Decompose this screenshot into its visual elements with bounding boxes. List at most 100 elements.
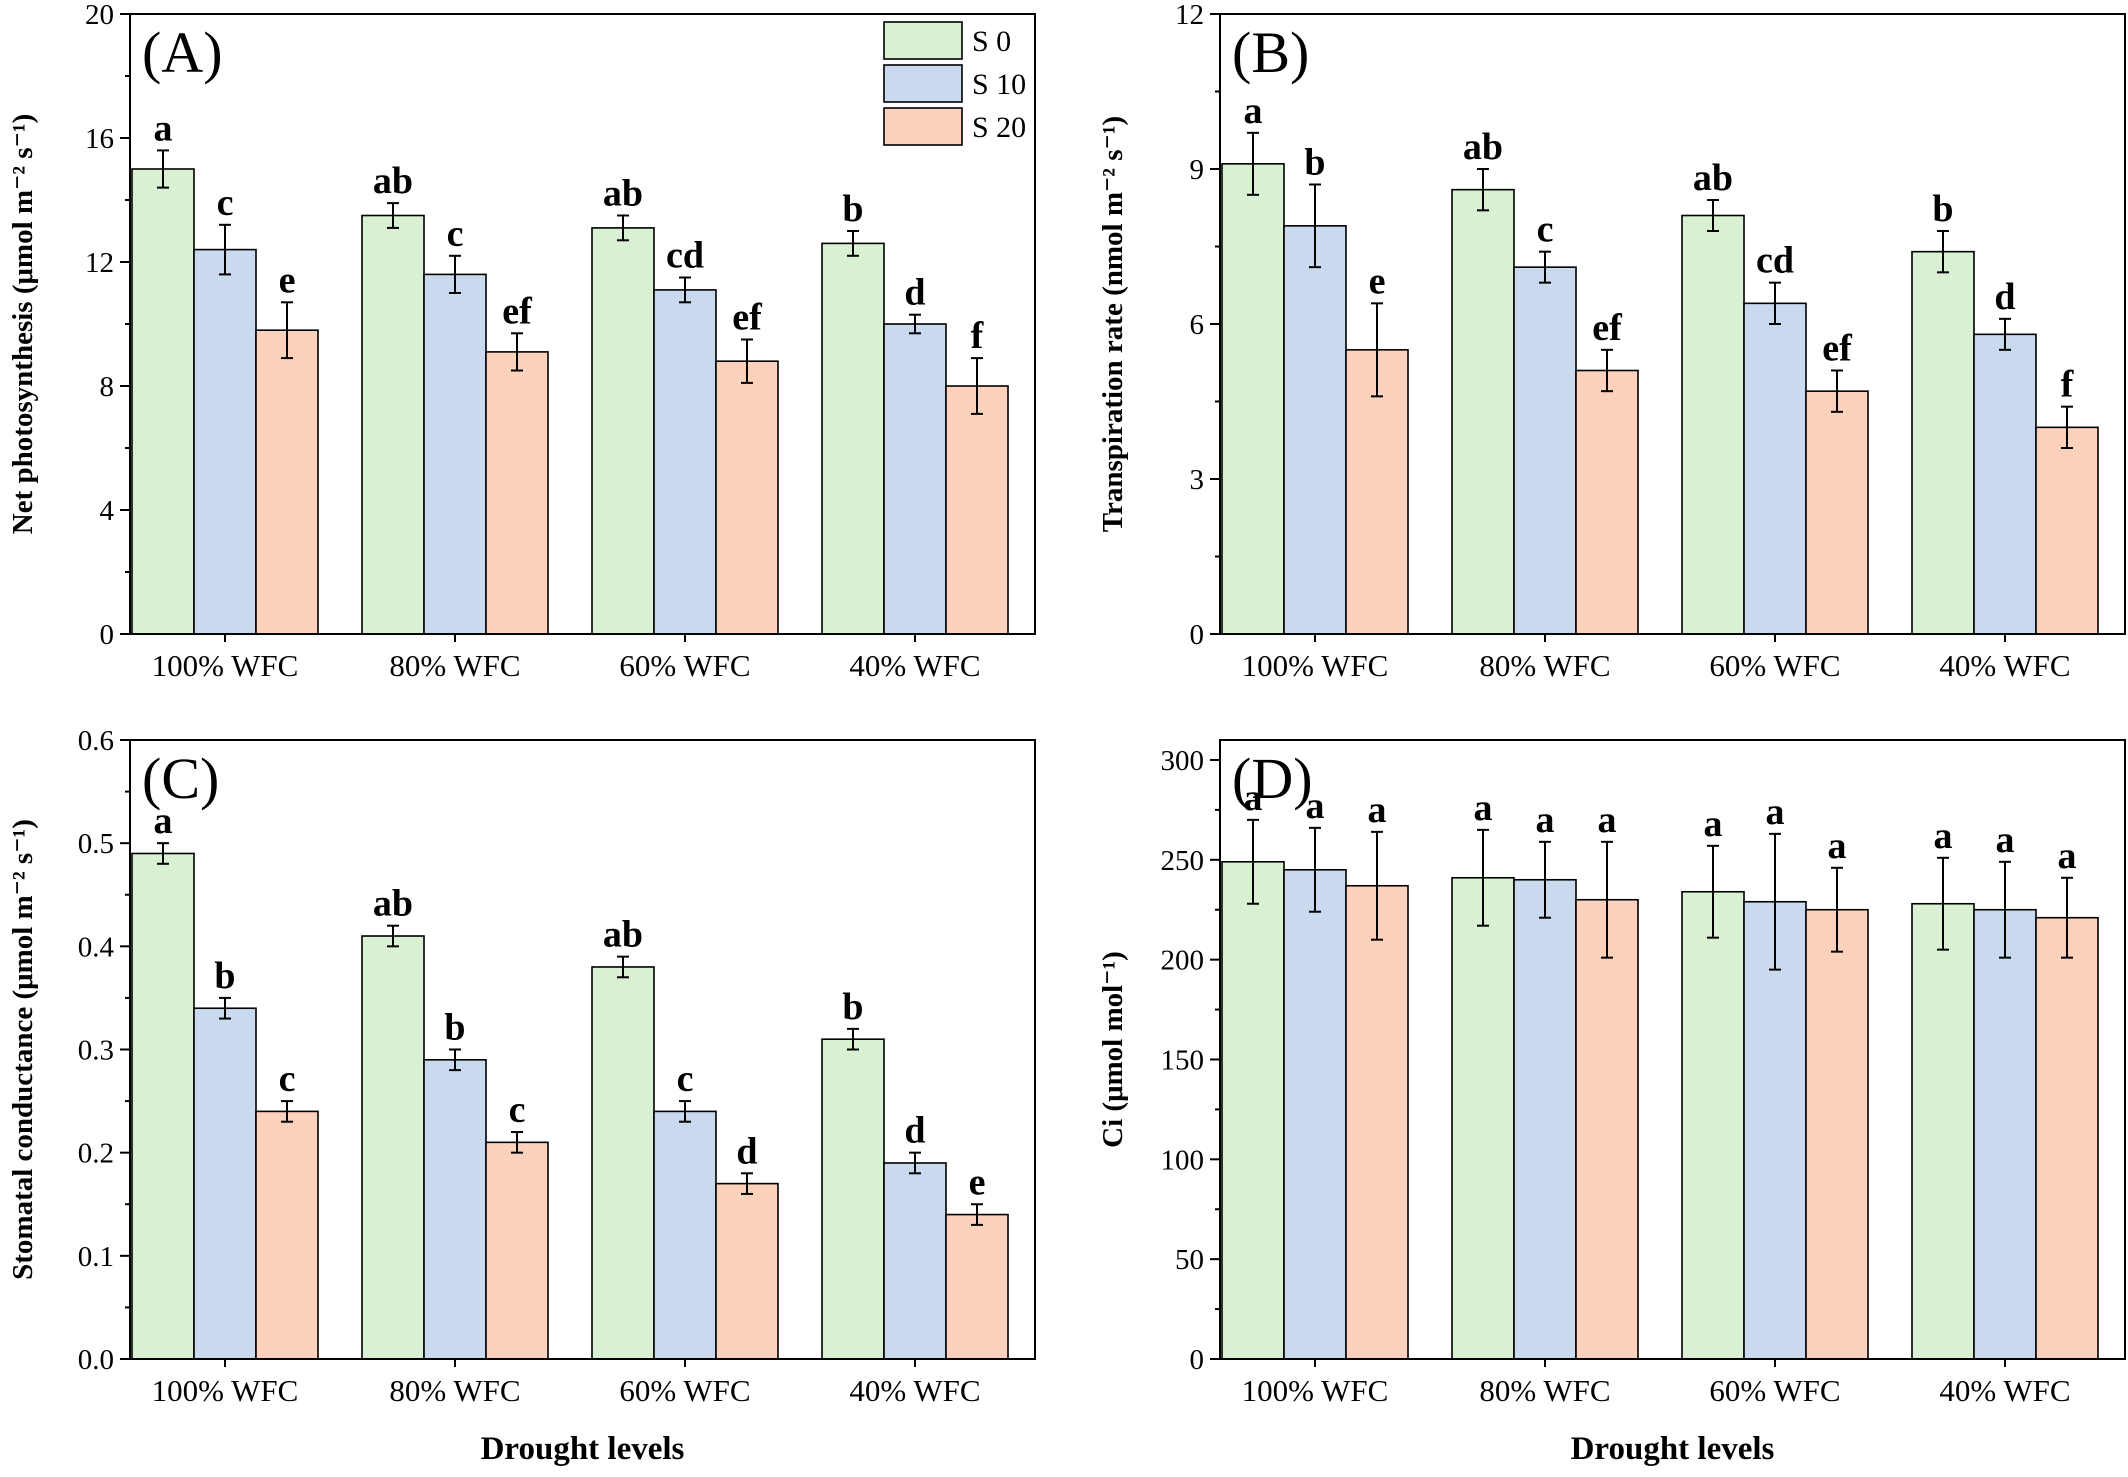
y-tick-label: 300 — [1161, 745, 1205, 777]
y-axis-label: Net photosynthesis (μmol m⁻² s⁻¹) — [7, 114, 39, 535]
bar — [485, 1141, 549, 1360]
bar — [653, 289, 717, 635]
significance-label: c — [279, 1058, 296, 1100]
significance-label: ab — [373, 883, 413, 925]
significance-label: a — [154, 800, 173, 842]
y-tick-label: 3 — [1190, 464, 1205, 496]
significance-label: a — [1244, 90, 1263, 132]
y-tick-label: 8 — [100, 371, 115, 403]
significance-label: c — [1537, 209, 1554, 251]
x-axis-label: Drought levels — [481, 1431, 685, 1467]
y-tick-label: 16 — [85, 123, 114, 155]
bar — [1805, 908, 1869, 1360]
significance-label: e — [1369, 260, 1386, 302]
significance-label: f — [971, 315, 985, 357]
x-tick-label: 60% WFC — [1709, 1373, 1840, 1408]
legend-swatch — [883, 64, 963, 103]
bar — [945, 1213, 1009, 1360]
bar — [715, 1182, 779, 1360]
significance-label: ab — [603, 914, 643, 956]
significance-label: ab — [1463, 126, 1503, 168]
significance-label: a — [1766, 791, 1785, 833]
bar — [1283, 225, 1347, 635]
x-axis-label: Drought levels — [1571, 1431, 1775, 1467]
significance-label: d — [904, 272, 925, 314]
significance-label: f — [2061, 364, 2075, 406]
significance-label: b — [1304, 142, 1325, 184]
y-tick-label: 0 — [1190, 1344, 1205, 1376]
significance-label: ef — [1822, 328, 1853, 370]
significance-label: b — [214, 955, 235, 997]
bar — [1743, 900, 1807, 1360]
bar — [1681, 214, 1745, 635]
significance-label: e — [969, 1161, 986, 1203]
plot-frame — [1219, 739, 2126, 1360]
significance-label: e — [279, 259, 296, 301]
significance-label: d — [736, 1130, 757, 1172]
bar — [193, 248, 257, 635]
y-tick-label: 0.5 — [78, 828, 114, 860]
y-tick-label: 200 — [1161, 945, 1205, 977]
x-tick-label: 80% WFC — [1479, 648, 1610, 683]
bar — [1451, 188, 1515, 635]
y-axis-label: Transpiration rate (nmol m⁻² s⁻¹) — [1097, 116, 1129, 532]
panel-tag: (A) — [142, 20, 223, 85]
bar — [883, 323, 947, 635]
y-tick-label: 0.0 — [78, 1344, 114, 1376]
y-tick-label: 0.3 — [78, 1035, 114, 1067]
significance-label: ef — [1592, 307, 1623, 349]
panel-tag: (D) — [1232, 746, 1313, 811]
y-tick-label: 9 — [1190, 154, 1205, 186]
bar — [131, 168, 195, 635]
x-tick-label: 40% WFC — [849, 648, 980, 683]
x-tick-label: 100% WFC — [152, 1373, 299, 1408]
significance-label: c — [509, 1089, 526, 1131]
x-tick-label: 100% WFC — [1242, 1373, 1389, 1408]
y-tick-label: 100 — [1161, 1144, 1205, 1176]
chart-panel-1: a ab ab b b c cd d e ef ef f 0 3 6 9 12 100% WFC 80% WFC 60… — [1097, 0, 2126, 683]
significance-label: a — [1934, 815, 1953, 857]
legend-label: S 0 — [972, 25, 1011, 58]
bar — [1973, 908, 2037, 1360]
x-tick-label: 60% WFC — [619, 648, 750, 683]
x-tick-label: 80% WFC — [389, 648, 520, 683]
y-tick-label: 250 — [1161, 845, 1205, 877]
x-tick-label: 80% WFC — [1479, 1373, 1610, 1408]
significance-label: a — [1306, 785, 1325, 827]
y-tick-label: 0.2 — [78, 1138, 114, 1170]
significance-label: a — [1474, 787, 1493, 829]
x-tick-label: 40% WFC — [1939, 1373, 2070, 1408]
significance-label: b — [444, 1007, 465, 1049]
y-tick-label: 0 — [100, 619, 115, 651]
legend-label: S 20 — [972, 111, 1026, 144]
significance-label: a — [2058, 835, 2077, 877]
bar — [653, 1110, 717, 1360]
panel-tag: (B) — [1232, 20, 1309, 85]
significance-label: d — [904, 1110, 925, 1152]
y-tick-label: 0.1 — [78, 1241, 114, 1273]
bar — [1743, 302, 1807, 635]
significance-label: ab — [603, 173, 643, 215]
bar — [361, 935, 425, 1360]
significance-label: a — [1536, 799, 1555, 841]
bar — [361, 214, 425, 635]
panel-tag: (C) — [142, 746, 219, 811]
bar — [1221, 861, 1285, 1360]
x-tick-label: 100% WFC — [1242, 648, 1389, 683]
bar — [821, 1038, 885, 1360]
bar — [883, 1162, 947, 1360]
bar — [423, 1059, 487, 1360]
significance-label: a — [154, 107, 173, 149]
bar — [255, 329, 319, 635]
bar — [1221, 163, 1285, 635]
significance-label: ef — [732, 297, 763, 339]
significance-label: cd — [1756, 240, 1794, 282]
bar — [1575, 898, 1639, 1360]
bar — [1283, 868, 1347, 1360]
significance-label: a — [1244, 777, 1263, 819]
y-tick-label: 0 — [1190, 619, 1205, 651]
y-tick-label: 50 — [1175, 1244, 1204, 1276]
y-tick-label: 150 — [1161, 1044, 1205, 1076]
significance-label: a — [1828, 825, 1847, 867]
bar — [591, 966, 655, 1360]
